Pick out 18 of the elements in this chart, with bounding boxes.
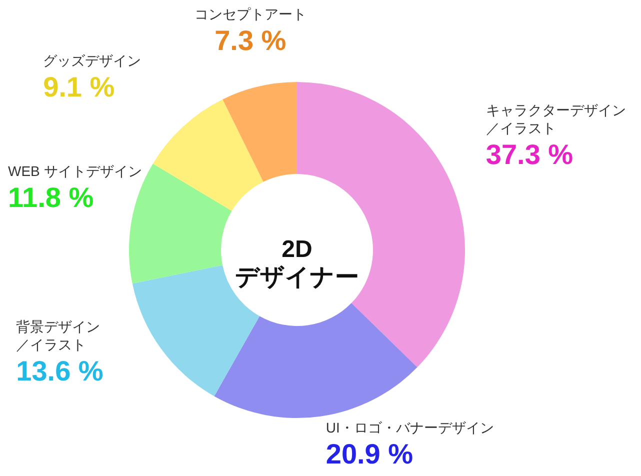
donut-slice: [214, 303, 418, 418]
slice-label: コンセプトアート: [194, 6, 306, 22]
slice-label: 背景デザイン／イラスト: [16, 318, 100, 352]
slice-label: キャラクターデザイン／イラスト: [486, 102, 626, 136]
data-label: 37.3 %: [486, 139, 574, 170]
donut-slice: [222, 82, 297, 182]
data-label: 7.3 %: [214, 25, 286, 56]
donut-slice: [129, 164, 232, 284]
donut-slice: [132, 265, 260, 396]
slice-label: WEB サイトデザイン: [8, 163, 142, 180]
data-label: 20.9 %: [326, 438, 414, 470]
data-label: 9.1 %: [43, 72, 115, 103]
text: 2D デザイナー: [235, 236, 359, 291]
slice-label: UI・ロゴ・バナーデザイン: [326, 419, 494, 436]
data-label: 11.8 %: [8, 182, 94, 214]
slice-label: グッズデザイン: [43, 52, 142, 69]
donut-slice: [152, 99, 264, 211]
data-label: 13.6 %: [16, 355, 104, 386]
